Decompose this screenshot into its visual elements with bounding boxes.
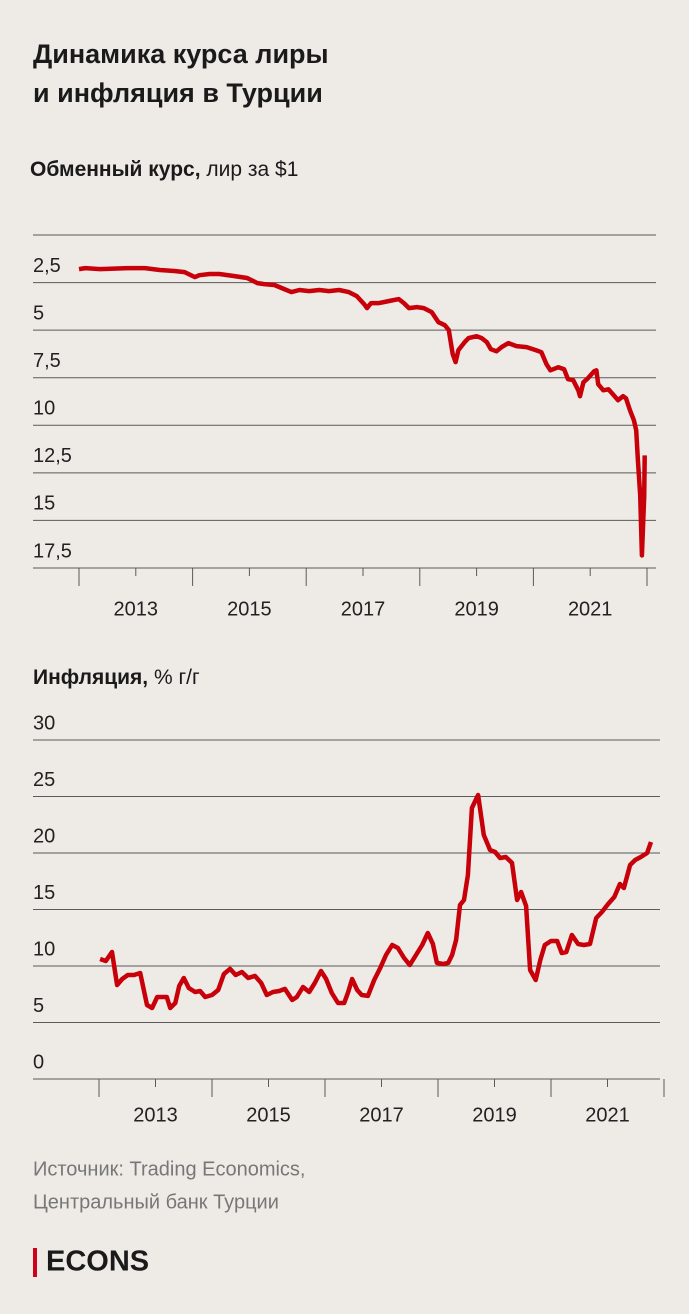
y-tick-label: 10 [33,398,55,420]
x-tick-label: 2015 [227,598,272,620]
brand-bar [33,1248,37,1277]
subtitle-unit: лир за $1 [206,158,298,181]
x-tick-label: 2019 [454,598,499,620]
y-tick-label: 20 [33,825,55,847]
chart-subtitle: Инфляция, % г/г [33,666,200,689]
y-tick-label: 12,5 [33,445,72,467]
subtitle-unit: % г/г [154,666,200,689]
x-tick-label: 2013 [114,598,159,620]
title-line: Динамика курса лиры [33,39,329,69]
data-line [78,265,647,558]
y-tick-label: 10 [33,938,55,960]
y-tick-label: 25 [33,769,55,791]
y-tick-label: 17,5 [33,540,72,562]
chart-subtitle: Обменный курс, лир за $1 [30,158,298,181]
x-tick-label: 2019 [472,1104,517,1126]
y-tick-label: 0 [33,1051,44,1073]
y-tick-label: 5 [33,995,44,1017]
subtitle-bold: Инфляция, [33,666,148,689]
subtitle-bold: Обменный курс, [30,158,201,181]
x-tick-label: 2017 [341,598,386,620]
y-tick-label: 15 [33,882,55,904]
data-line [99,792,654,1011]
source-line: Центральный банк Турции [33,1191,279,1213]
x-tick-label: 2013 [133,1104,178,1126]
title-line: и инфляция в Турции [33,78,323,108]
y-tick-label: 7,5 [33,350,61,372]
y-tick-label: 2,5 [33,255,61,277]
x-tick-label: 2015 [246,1104,291,1126]
y-tick-label: 15 [33,493,55,515]
x-tick-label: 2021 [585,1104,630,1126]
x-tick-label: 2017 [359,1104,404,1126]
source-line: Источник: Trading Economics, [33,1158,306,1180]
y-tick-label: 30 [33,712,55,734]
brand: ECONS [46,1246,149,1278]
y-tick-label: 5 [33,302,44,324]
x-tick-label: 2021 [568,598,613,620]
